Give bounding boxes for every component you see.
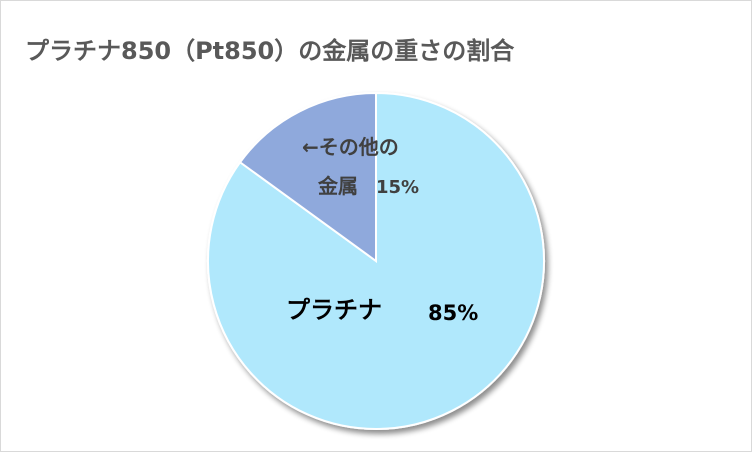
chart-title: プラチナ850（Pt850）の金属の重さの割合 xyxy=(25,37,515,65)
pie-slice-platinum xyxy=(207,91,545,430)
slice-value-platinum: 85% xyxy=(428,301,478,325)
slice-label-other-line1: ←その他の xyxy=(302,135,399,159)
pie-slices xyxy=(207,91,545,430)
slice-label-platinum: プラチナ xyxy=(286,296,382,324)
pie-slice-other-metals xyxy=(238,91,377,263)
slice-value-other: 15% xyxy=(376,177,419,198)
slice-label-other-line2: 金属 xyxy=(317,174,358,198)
